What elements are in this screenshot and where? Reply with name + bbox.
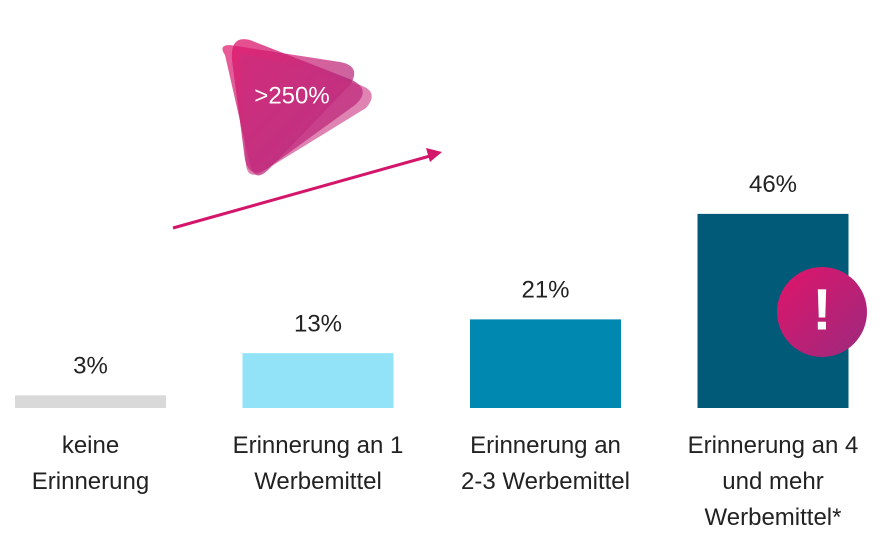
growth-label: >250% [254, 82, 329, 109]
growth-badge: >250% [222, 39, 372, 176]
category-label: Erinnerung an 4 und mehr Werbemittel* [687, 432, 859, 531]
value-label: 46% [749, 171, 797, 198]
value-label: 3% [73, 353, 108, 380]
category-label: Erinnerung an 1 Werbemittel [232, 432, 404, 495]
alert-label: ! [812, 277, 831, 342]
value-label: 13% [294, 310, 342, 337]
category-label: Erinnerung an 2-3 Werbemittel [461, 432, 630, 495]
bar [15, 395, 166, 408]
alert-badge: ! [777, 267, 867, 357]
bar [470, 319, 621, 408]
category-label: keine Erinnerung [31, 432, 150, 495]
value-label: 21% [521, 277, 569, 304]
trend-arrow [172, 148, 442, 230]
bar [242, 353, 394, 408]
